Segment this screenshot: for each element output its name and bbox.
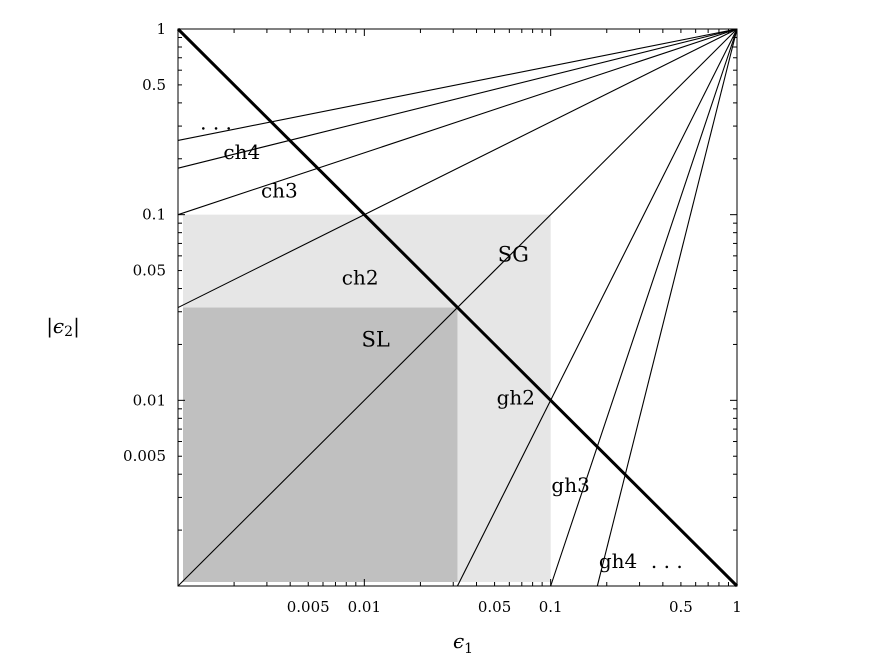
line-ch2	[177, 28, 738, 309]
annotation-sl: SL	[361, 327, 389, 351]
y-tick-label: 0.005	[123, 447, 166, 465]
x-tick-label: 1	[732, 598, 742, 616]
annotation-gh3: gh3	[551, 473, 589, 497]
annotation-ellipsis: . . .	[651, 549, 683, 573]
annotation-gh2: gh2	[497, 385, 535, 409]
lines-layer	[176, 27, 739, 588]
x-tick-label: 0.005	[287, 598, 330, 616]
plot-frame	[177, 28, 738, 587]
x-tick-label: 0.1	[539, 598, 563, 616]
x-tick-label: 0.01	[348, 598, 381, 616]
annotation-ch3: ch3	[261, 178, 298, 202]
y-tick-label: 0.05	[133, 262, 166, 280]
y-axis-title: |ϵ2|	[46, 314, 80, 341]
x-axis-title: ϵ1	[453, 629, 473, 657]
line-identity	[177, 28, 738, 587]
y-tick-label: 0.01	[133, 391, 166, 409]
annotation-gh4: gh4	[599, 549, 637, 573]
line-ch5	[177, 28, 738, 141]
annotation-sg: SG	[498, 242, 529, 266]
annotation-ch4: ch4	[223, 140, 260, 164]
y-tick-label: 0.5	[142, 76, 166, 94]
x-tick-label: 0.05	[478, 598, 511, 616]
ticks-layer: 0.005 0.01 0.05 0.1 0.5 1 1 0.5 0.1 0.05 0.01 0.005	[123, 20, 742, 616]
y-tick-label: 1	[156, 20, 166, 38]
annotation-ellipsis: . . .	[200, 110, 232, 134]
y-tick-label: 0.1	[142, 206, 166, 224]
annotation-ch2: ch2	[342, 266, 379, 290]
line-gh2	[456, 28, 738, 587]
line-gh4	[596, 28, 738, 587]
line-ch4	[177, 28, 738, 169]
line-gh3	[550, 28, 738, 587]
x-tick-label: 0.5	[669, 598, 693, 616]
line-ch3	[177, 28, 738, 216]
